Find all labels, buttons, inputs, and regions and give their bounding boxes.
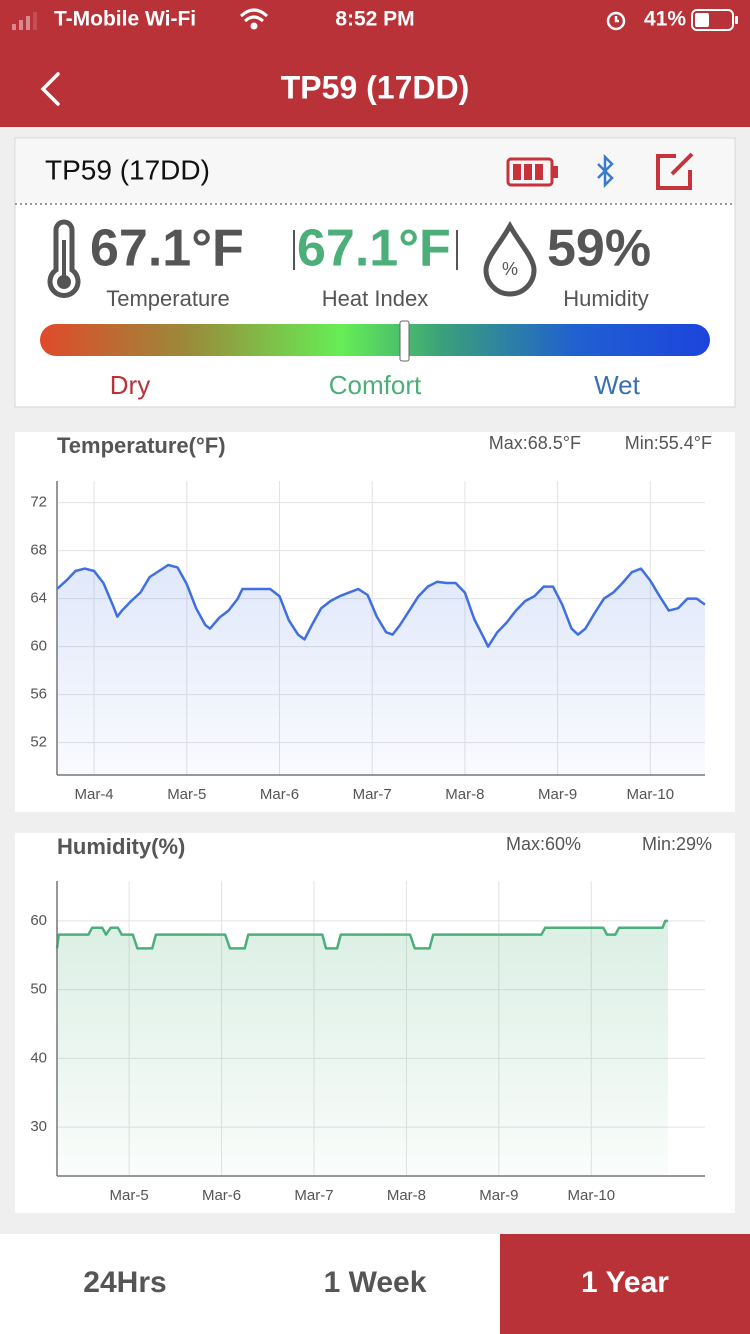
- y-tick-label: 52: [30, 734, 47, 751]
- x-tick-label: Mar-6: [260, 786, 299, 803]
- scale-marker: [399, 320, 410, 362]
- svg-text:%: %: [502, 259, 518, 279]
- y-tick-label: 64: [30, 590, 47, 607]
- x-tick-label: Mar-10: [568, 1187, 616, 1204]
- tab[interactable]: [0, 1234, 250, 1334]
- reading-value: 67.1°F: [90, 220, 244, 278]
- x-tick-label: Mar-5: [167, 786, 206, 803]
- x-tick-label: Mar-4: [74, 786, 113, 803]
- charts: Temperature(°F) Min:55.4°F Max:68.5°F 52 56 6…: [30, 433, 712, 1204]
- battery-percent: 41%: [644, 8, 686, 31]
- line-area: [57, 565, 705, 775]
- card-header: [16, 139, 734, 203]
- x-tick-label: Mar-10: [627, 786, 675, 803]
- line: [55, 919, 668, 950]
- line: [56, 563, 706, 648]
- tab-label[interactable]: 24Hrs: [83, 1266, 166, 1299]
- reading-label: Temperature: [106, 286, 230, 311]
- y-tick-label: 60: [30, 638, 47, 655]
- scale-label: Comfort: [329, 370, 422, 400]
- x-tick-label: Mar-7: [353, 786, 392, 803]
- scale-label: Dry: [110, 370, 150, 400]
- y-tick-label: 60: [30, 912, 47, 929]
- y-tick-label: 50: [30, 981, 47, 998]
- line-area: [57, 920, 668, 1176]
- tab-label[interactable]: 1 Year: [581, 1266, 669, 1299]
- y-tick-label: 68: [30, 542, 47, 559]
- reading-label: Heat Index: [322, 286, 428, 311]
- tab[interactable]: [250, 1234, 500, 1334]
- reading-label: Humidity: [563, 286, 649, 311]
- battery-icon: [691, 9, 738, 31]
- reading-value: 67.1°F: [297, 220, 451, 278]
- chart-max: Max:68.5°F: [489, 433, 581, 453]
- x-tick-label: Mar-9: [479, 1187, 518, 1204]
- thermometer-icon: [47, 219, 81, 298]
- humidity-icon: %: [483, 220, 537, 297]
- wifi-icon: [239, 8, 269, 30]
- chart-min: Min:29%: [642, 834, 712, 854]
- x-tick-label: Mar-8: [445, 786, 484, 803]
- x-tick-label: Mar-9: [538, 786, 577, 803]
- device-name: TP59 (17DD): [45, 154, 210, 185]
- clock: 8:52 PM: [335, 8, 414, 31]
- y-tick-label: 72: [30, 494, 47, 511]
- scale-label: Wet: [594, 370, 641, 400]
- signal-icon: [12, 12, 37, 30]
- y-tick-label: 30: [30, 1118, 47, 1135]
- x-tick-label: Mar-7: [294, 1187, 333, 1204]
- x-tick-label: Mar-8: [387, 1187, 426, 1204]
- battery-status-icon: [506, 157, 558, 187]
- y-tick-label: 56: [30, 686, 47, 703]
- alarm-icon: [606, 11, 626, 31]
- tab[interactable]: [500, 1234, 750, 1334]
- x-tick-label: Mar-6: [202, 1187, 241, 1204]
- nav-title: TP59 (17DD): [281, 69, 470, 105]
- back-button[interactable]: [40, 72, 60, 106]
- y-tick-label: 40: [30, 1049, 47, 1066]
- chart-min: Min:55.4°F: [625, 433, 712, 453]
- tab-label[interactable]: 1 Week: [324, 1266, 427, 1299]
- comfort-scale: [40, 324, 710, 356]
- edit-icon[interactable]: [656, 152, 694, 190]
- bluetooth-icon[interactable]: [597, 153, 614, 189]
- chart-title: Humidity(%): [57, 834, 185, 859]
- tabs: 24Hrs 1 Week 1 Year: [0, 1234, 750, 1334]
- x-tick-label: Mar-5: [110, 1187, 149, 1204]
- chart-max: Max:60%: [506, 834, 581, 854]
- reading-value: 59%: [547, 220, 651, 278]
- chart-title: Temperature(°F): [57, 433, 226, 458]
- carrier: T-Mobile Wi-Fi: [54, 8, 196, 31]
